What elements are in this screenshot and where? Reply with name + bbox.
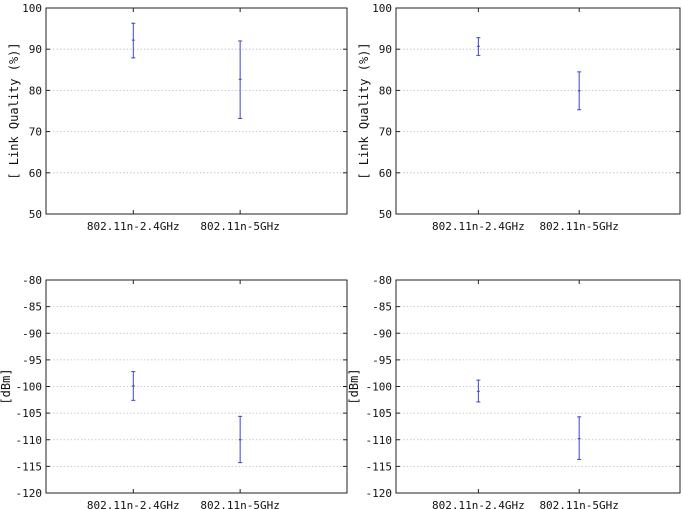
ytick-label: -95 xyxy=(372,354,392,367)
axes-frame xyxy=(45,7,348,215)
chart-panel-1: 50 60 70 80 90 100 802.11n-2.4GHz 802.11n-5GHz [… xyxy=(7,2,348,233)
ytick-label: -110 xyxy=(16,434,43,447)
ytick-label: 100 xyxy=(22,2,42,15)
ytick-label: 90 xyxy=(379,43,392,56)
ytick-label: 70 xyxy=(379,126,392,139)
xtick-label: 802.11n-2.4GHz xyxy=(432,220,525,233)
xtick-label: 802.11n-5GHz xyxy=(200,499,279,509)
chart-panel-2: 50 60 70 80 90 100 802.11n-2.4GHz 802.11n-5GHz [… xyxy=(357,2,681,233)
axes-frame xyxy=(395,7,681,215)
ytick-label: -90 xyxy=(22,327,42,340)
ytick-label: 50 xyxy=(379,208,392,221)
ytick-label: -120 xyxy=(366,487,393,500)
errorbar-2 xyxy=(238,415,243,464)
xtick-label: 802.11n-5GHz xyxy=(200,220,279,233)
ytick-label: -115 xyxy=(16,460,43,473)
errorbar-1 xyxy=(131,371,136,401)
xtick-label: 802.11n-5GHz xyxy=(539,220,618,233)
ytick-label: -115 xyxy=(366,460,393,473)
xtick-label: 802.11n-2.4GHz xyxy=(87,499,180,509)
ytick-label: 60 xyxy=(379,167,392,180)
ytick-label: 100 xyxy=(372,2,392,15)
errorbar-2 xyxy=(577,416,582,460)
ytick-label: 60 xyxy=(29,167,42,180)
ytick-label: -120 xyxy=(16,487,43,500)
chart-panel-4: -120 -115 -110 -105 -100 -95 -90 -85 -80 802.11n-… xyxy=(347,274,681,509)
ytick-label: -105 xyxy=(16,407,43,420)
xtick-label: 802.11n-5GHz xyxy=(539,499,618,509)
y-axis-label: [ Link Quality (%)] xyxy=(357,42,371,179)
ytick-label: -85 xyxy=(22,301,42,314)
ytick-label: -85 xyxy=(372,301,392,314)
ytick-label: -90 xyxy=(372,327,392,340)
ytick-label: -95 xyxy=(22,354,42,367)
ytick-label: -110 xyxy=(366,434,393,447)
ytick-label: 70 xyxy=(29,126,42,139)
y-axis-label: [dBm] xyxy=(347,368,361,404)
ytick-label: -80 xyxy=(22,274,42,287)
ytick-label: 50 xyxy=(29,208,42,221)
errorbar-1 xyxy=(476,379,481,403)
errorbar-1 xyxy=(131,22,136,59)
errorbar-2 xyxy=(238,40,243,119)
ytick-label: -100 xyxy=(366,381,393,394)
chart-panel-3: -120 -115 -110 -105 -100 -95 -90 -85 -80 802.11n-… xyxy=(0,274,348,509)
ytick-label: 80 xyxy=(379,84,392,97)
errorbar-2 xyxy=(577,71,582,111)
ytick-label: -100 xyxy=(16,381,43,394)
xtick-label: 802.11n-2.4GHz xyxy=(87,220,180,233)
errorbar-1 xyxy=(476,37,481,56)
y-axis-label: [ Link Quality (%)] xyxy=(7,42,21,179)
ytick-label: 80 xyxy=(29,84,42,97)
xtick-label: 802.11n-2.4GHz xyxy=(432,499,525,509)
ytick-label: 90 xyxy=(29,43,42,56)
ytick-label: -105 xyxy=(366,407,393,420)
ytick-label: -80 xyxy=(372,274,392,287)
y-axis-label: [dBm] xyxy=(0,368,13,404)
